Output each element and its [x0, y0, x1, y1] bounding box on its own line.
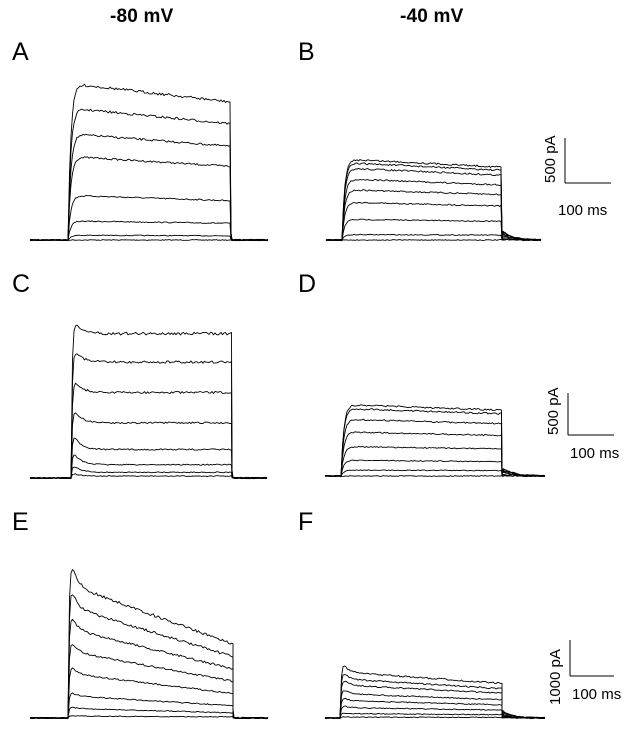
trace-b-4	[325, 201, 542, 242]
scale-bar-3: 1000 pA 100 ms	[547, 640, 621, 705]
trace-f-6	[325, 680, 546, 719]
panel-label-f: F	[298, 508, 314, 536]
panel-label-c: C	[12, 270, 31, 298]
trace-a-5	[29, 156, 268, 242]
scale-bar-2-time-label: 100 ms	[570, 445, 619, 462]
trace-c-1	[29, 473, 268, 480]
trace-c-2	[29, 466, 268, 480]
scale-bar-3-current-label: 1000 pA	[547, 649, 564, 705]
column-header-minus80: -80 mV	[110, 6, 174, 27]
trace-c-3	[29, 454, 268, 480]
scale-bar-2: 500 pA 100 ms	[545, 387, 619, 462]
trace-e-5	[30, 644, 269, 720]
trace-f-7	[324, 674, 546, 720]
trace-c-4	[29, 437, 267, 480]
scale-bar-2-current-label: 500 pA	[545, 387, 562, 435]
panel-label-d: D	[298, 270, 317, 298]
panel-label-e: E	[12, 508, 29, 536]
trace-a-3	[29, 220, 269, 242]
trace-e-6	[29, 618, 269, 720]
trace-a-7	[30, 108, 269, 242]
trace-b-2	[325, 233, 541, 242]
scale-bar-1-time-label: 100 ms	[558, 202, 607, 219]
trace-d-7	[324, 408, 546, 477]
trace-e-7	[29, 594, 269, 720]
trace-b-9	[325, 159, 542, 242]
scale-bar-1-current-label: 500 pA	[542, 135, 559, 183]
trace-a-4	[29, 194, 269, 242]
trace-b-6	[326, 178, 541, 241]
trace-b-8	[325, 162, 542, 241]
trace-a-1	[29, 238, 269, 242]
trace-f-8	[324, 665, 546, 720]
trace-c-7	[29, 353, 268, 480]
trace-e-2	[29, 706, 269, 720]
traces-layer	[29, 83, 546, 720]
trace-d-8	[325, 404, 546, 478]
panel-label-a: A	[12, 38, 29, 66]
trace-c-6	[29, 382, 268, 480]
trace-e-1	[29, 715, 269, 720]
trace-c-5	[29, 412, 268, 480]
trace-a-8	[29, 83, 269, 242]
trace-b-7	[325, 167, 542, 242]
trace-a-2	[29, 234, 269, 242]
column-header-minus40: -40 mV	[400, 6, 464, 27]
trace-b-5	[325, 189, 542, 242]
panel-label-b: B	[298, 38, 315, 66]
trace-e-3	[29, 692, 269, 720]
trace-b-3	[325, 218, 542, 241]
trace-a-6	[29, 133, 269, 242]
trace-c-8	[29, 324, 268, 480]
scale-bar-3-time-label: 100 ms	[572, 686, 621, 703]
trace-e-8	[29, 569, 269, 720]
trace-e-4	[30, 667, 269, 720]
scale-bar-1: 500 pA 100 ms	[542, 135, 611, 219]
trace-d-1	[324, 474, 546, 477]
trace-b-1	[325, 238, 542, 242]
